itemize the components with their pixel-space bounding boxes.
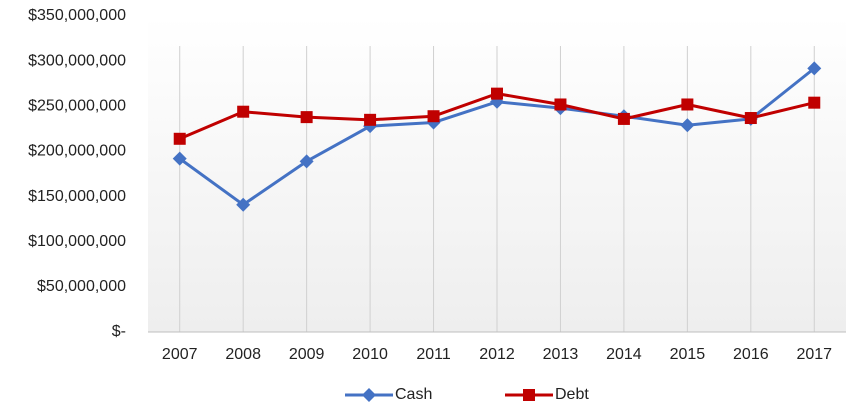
x-tick-label: 2007	[162, 346, 198, 363]
x-tick-label: 2012	[479, 346, 515, 363]
data-point	[427, 110, 440, 123]
data-point	[299, 154, 314, 169]
data-point	[554, 98, 567, 111]
y-tick-label: $250,000,000	[28, 98, 126, 115]
x-tick-label: 2017	[796, 346, 832, 363]
y-tick-label: $350,000,000	[28, 7, 126, 24]
x-tick-label: 2008	[225, 346, 261, 363]
x-tick-label: 2016	[733, 346, 769, 363]
x-tick-label: 2010	[352, 346, 388, 363]
data-point	[172, 151, 187, 166]
data-point	[491, 87, 503, 100]
y-tick-label: $300,000,000	[28, 52, 126, 69]
x-tick-label: 2015	[670, 346, 706, 363]
data-point	[807, 61, 822, 76]
data-point	[364, 113, 377, 126]
y-tick-label: $200,000,000	[28, 143, 126, 160]
x-tick-label: 2013	[543, 346, 579, 363]
y-tick-label: $-	[112, 323, 126, 340]
data-point	[680, 118, 695, 133]
data-point	[617, 112, 630, 125]
data-point	[808, 96, 821, 109]
data-point	[173, 132, 186, 145]
x-tick-label: 2009	[289, 346, 325, 363]
data-point	[681, 98, 694, 111]
data-point	[237, 105, 250, 118]
legend-label: Debt	[555, 386, 589, 403]
x-tick-label: 2014	[606, 346, 642, 363]
data-point	[300, 111, 313, 124]
x-tick-label: 2011	[416, 346, 451, 363]
legend-marker	[523, 389, 535, 401]
data-point	[744, 112, 757, 125]
legend-marker	[362, 388, 376, 402]
y-tick-label: $150,000,000	[28, 188, 126, 205]
data-point	[236, 197, 251, 212]
y-tick-label: $100,000,000	[28, 233, 126, 250]
legend-label: Cash	[395, 386, 432, 403]
y-tick-label: $50,000,000	[37, 278, 126, 295]
